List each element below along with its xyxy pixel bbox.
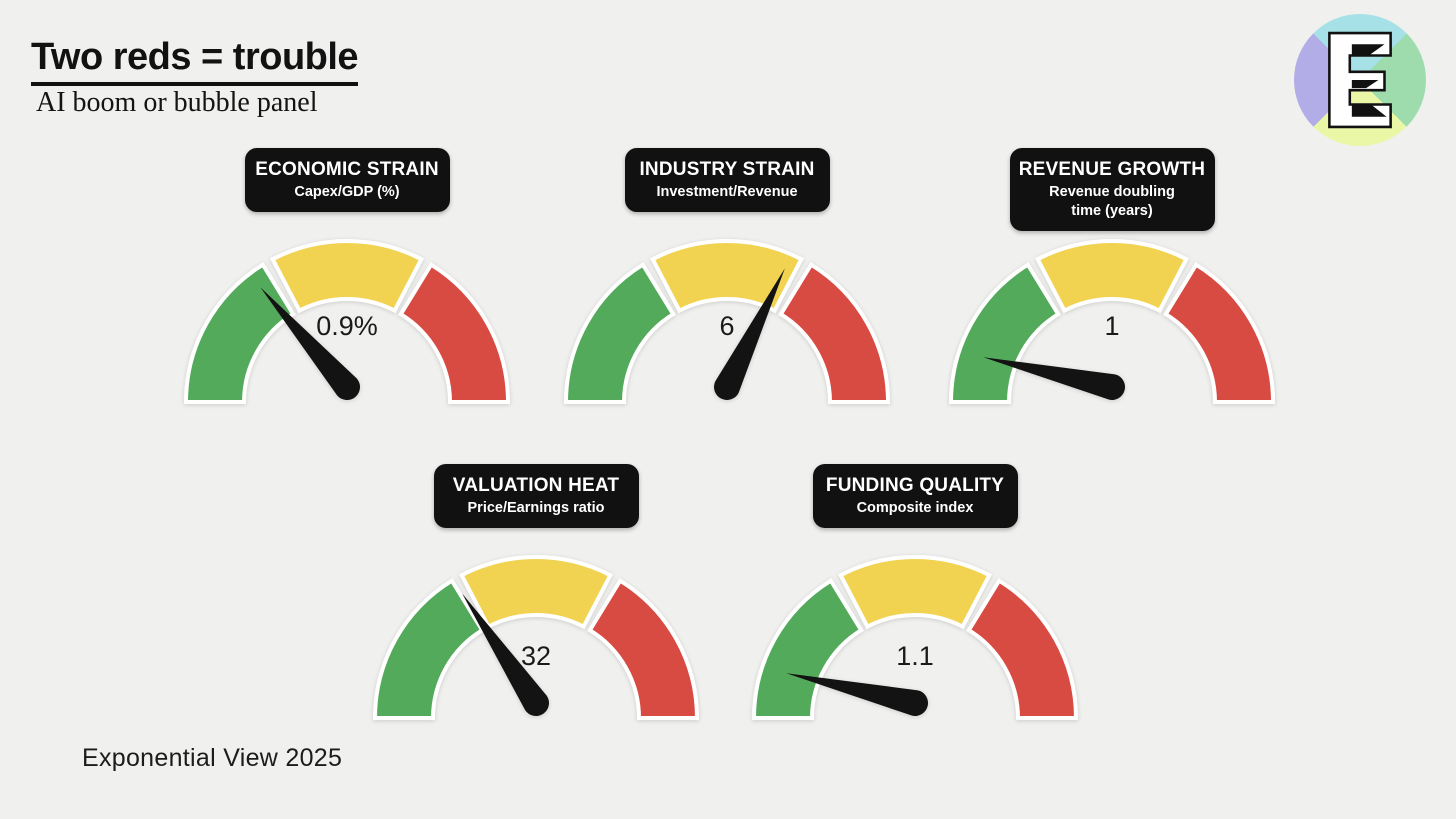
gauge-subtitle: Composite index	[856, 500, 974, 516]
gauge-label-box: INDUSTRY STRAIN Investment/Revenue	[624, 148, 830, 212]
gauge-label-box: VALUATION HEAT Price/Earnings ratio	[433, 464, 639, 528]
gauge-segment-yellow	[1034, 239, 1190, 314]
page-title: Two reds = trouble	[31, 36, 359, 86]
gauge-title: REVENUE GROWTH	[1018, 159, 1206, 180]
gauge-value: 32	[520, 641, 552, 671]
gauge-label-box: REVENUE GROWTH Revenue doubling time (ye…	[1009, 148, 1215, 231]
gauge-economic-strain: ECONOMIC STRAIN Capex/GDP (%) 0.9%	[182, 148, 512, 418]
gauge-segment-red	[398, 261, 511, 404]
gauge-subtitle: Capex/GDP (%)	[294, 184, 400, 200]
gauge-needle	[786, 673, 929, 717]
gauge-title: FUNDING QUALITY	[825, 475, 1005, 496]
gauge-segment-red	[1163, 261, 1276, 404]
gauge-valuation-heat: VALUATION HEAT Price/Earnings ratio 32	[371, 464, 701, 734]
gauge-subtitle: Revenue doubling time (years)	[1049, 184, 1175, 219]
gauge-subtitle: Price/Earnings ratio	[467, 500, 605, 516]
gauge-subtitle: Investment/Revenue	[656, 184, 798, 200]
gauge-value: 0.9%	[316, 311, 378, 341]
gauge-segment-red	[778, 261, 891, 404]
gauge-needle	[983, 357, 1126, 401]
gauge-value: 6	[719, 311, 735, 341]
gauge-needle	[260, 287, 361, 401]
gauge-needle	[714, 268, 785, 400]
gauge-segment-green	[563, 261, 676, 404]
gauge-value: 1.1	[896, 641, 934, 671]
gauge-dial	[372, 555, 700, 720]
page-subtitle: AI boom or bubble panel	[36, 87, 318, 118]
gauge-dial	[563, 239, 891, 404]
gauge-segment-green	[948, 261, 1061, 404]
gauge-dial	[948, 239, 1276, 404]
gauge-title: ECONOMIC STRAIN	[255, 159, 439, 180]
gauge-segment-red	[587, 577, 700, 720]
gauge-segment-yellow	[458, 555, 614, 630]
gauge-segment-green	[183, 261, 296, 404]
gauge-title: VALUATION HEAT	[452, 475, 620, 496]
gauge-dial	[751, 555, 1079, 720]
gauge-industry-strain: INDUSTRY STRAIN Investment/Revenue 6	[562, 148, 892, 418]
gauge-dial	[183, 239, 511, 404]
gauge-revenue-growth: REVENUE GROWTH Revenue doubling time (ye…	[947, 148, 1277, 418]
exponential-view-logo	[1294, 14, 1426, 146]
footer-credit: Exponential View 2025	[82, 744, 343, 772]
gauge-segment-yellow	[269, 239, 425, 314]
gauge-segment-green	[751, 577, 864, 720]
gauge-value: 1	[1104, 311, 1120, 341]
gauge-funding-quality: FUNDING QUALITY Composite index 1.1	[750, 464, 1080, 734]
gauge-segment-yellow	[649, 239, 805, 314]
gauge-label-box: FUNDING QUALITY Composite index	[812, 464, 1018, 528]
gauge-label-box: ECONOMIC STRAIN Capex/GDP (%)	[244, 148, 450, 212]
gauge-segment-yellow	[837, 555, 993, 630]
logo-e-icon	[1328, 31, 1392, 129]
gauge-title: INDUSTRY STRAIN	[639, 159, 815, 180]
gauge-segment-green	[372, 577, 485, 720]
gauge-needle	[462, 593, 550, 717]
gauge-segment-red	[966, 577, 1079, 720]
